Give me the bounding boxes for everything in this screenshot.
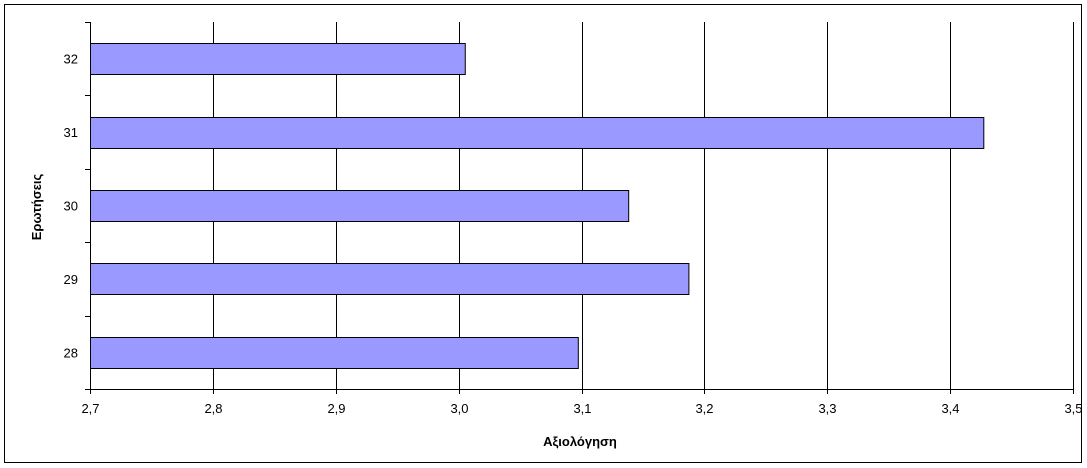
y-tick-label: 28 [64, 345, 78, 360]
bar [90, 263, 690, 295]
x-tick-label: 3,5 [1064, 401, 1082, 416]
x-tick-label: 2,7 [81, 401, 99, 416]
tick-labels: 2,7 2,8 2,9 3,0 3,1 3,2 3,3 3,4 3,5 28 29 30 31 32 [64, 52, 1083, 416]
y-tick-label: 30 [64, 199, 78, 214]
x-tick-label: 3,0 [450, 401, 468, 416]
bar [90, 337, 579, 369]
x-tick-label: 3,4 [941, 401, 959, 416]
x-axis-title: Αξιολόγηση [543, 434, 617, 449]
y-tick-label: 29 [64, 272, 78, 287]
bar [90, 190, 630, 222]
axes [85, 22, 1074, 394]
bar [90, 117, 985, 149]
bar [90, 43, 466, 75]
x-tick-label: 3,1 [573, 401, 591, 416]
x-tick-label: 2,9 [327, 401, 345, 416]
x-tick-label: 3,2 [695, 401, 713, 416]
x-tick-label: 2,8 [204, 401, 222, 416]
y-tick-label: 32 [64, 52, 78, 67]
y-tick-label: 31 [64, 125, 78, 140]
chart-frame [4, 4, 1082, 463]
bars [90, 43, 985, 369]
y-axis-title: Ερωτήσεις [29, 174, 44, 241]
gridlines [213, 22, 1074, 389]
x-tick-label: 3,3 [818, 401, 836, 416]
